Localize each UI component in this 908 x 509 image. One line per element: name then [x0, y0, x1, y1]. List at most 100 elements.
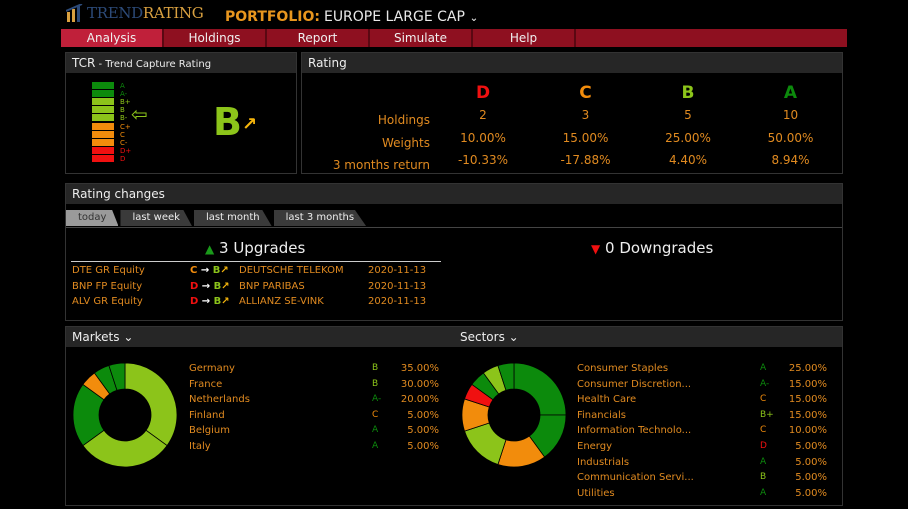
right-arrow-icon: →: [198, 296, 214, 307]
legend-name: Communication Servi...: [577, 472, 694, 484]
tab-last-week[interactable]: last week: [120, 210, 192, 226]
trend-up-icon: ↗: [220, 265, 229, 276]
legend-percent: 25.00%: [788, 363, 827, 374]
donut-slice-italy[interactable]: [108, 362, 126, 391]
from-rating: D: [190, 280, 199, 292]
weights-label: Weights: [381, 135, 430, 150]
downgrades-count: 0 Downgrades: [605, 239, 714, 257]
scale-label: D+: [120, 146, 132, 155]
legend-rating: A: [372, 441, 379, 451]
scale-label: C-: [120, 138, 128, 147]
tcr-header: TCR - Trend Capture Rating: [66, 53, 296, 73]
legend-name: Information Technolo...: [577, 425, 692, 437]
legend-name: Consumer Discretion...: [577, 378, 692, 390]
tab-today[interactable]: today: [66, 210, 119, 226]
scale-bar-C+: [92, 122, 114, 130]
legend-rating: A: [760, 456, 767, 467]
donut-slice-utilities[interactable]: [497, 362, 515, 391]
tcr-title: TCR: [72, 56, 96, 70]
scale-bar-B+: [92, 98, 114, 106]
legend-percent: 15.00%: [788, 394, 827, 406]
legend-name: Utilities: [577, 487, 615, 499]
rating-holdings: 5: [684, 108, 692, 122]
scale-label: C: [120, 130, 125, 139]
current-rating: B: [213, 100, 242, 144]
scale-label: C+: [120, 122, 131, 131]
rating-holdings: 2: [479, 108, 487, 122]
tab-last-3-months[interactable]: last 3 months: [273, 210, 367, 226]
trend-up-icon: ↗: [221, 280, 230, 292]
legend-rating: B+: [760, 409, 774, 420]
logo-text: RATING: [142, 4, 204, 22]
scale-bar-D+: [92, 146, 114, 154]
logo-icon: [66, 4, 83, 22]
change-ticker[interactable]: BNP FP Equity: [72, 280, 143, 292]
grade-header: B: [681, 83, 695, 103]
tcr-subtitle: - Trend Capture Rating: [95, 59, 212, 70]
up-triangle-icon: ▲: [205, 242, 215, 256]
change-ticker[interactable]: DTE GR Equity: [72, 265, 145, 276]
change-name: ALLIANZ SE-VINK: [239, 296, 324, 307]
tab-last-month[interactable]: last month: [193, 210, 272, 226]
scale-bar-A-: [92, 90, 114, 98]
nav-holdings[interactable]: Holdings: [164, 29, 267, 47]
legend-rating: D: [760, 441, 767, 451]
sectors-dropdown[interactable]: Sectors ⌄: [460, 330, 519, 344]
legend-percent: 5.00%: [407, 441, 439, 452]
legend-rating: A: [372, 425, 379, 436]
nav-help[interactable]: Help: [473, 29, 576, 47]
markets-dropdown[interactable]: Markets ⌄: [72, 330, 134, 344]
rating-column-D: D 2 10.00% -10.33%: [443, 82, 523, 172]
legend-rating: A-: [760, 378, 770, 389]
current-rating-arrow: ⇦: [131, 102, 148, 126]
trend-up-icon: ↗: [221, 296, 230, 307]
change-ticker[interactable]: ALV GR Equity: [72, 296, 143, 307]
right-arrow-icon: →: [198, 280, 214, 292]
legend-percent: 5.00%: [795, 472, 827, 484]
chevron-down-icon: ⌄: [469, 13, 479, 24]
rating-changes-panel: Rating changes: [65, 183, 843, 321]
legend-rating: C: [760, 394, 767, 405]
scale-label: A-: [120, 90, 128, 99]
portfolio-selector[interactable]: PORTFOLIO: EUROPE LARGE CAP ⌄: [225, 9, 478, 25]
to-rating: B: [212, 265, 221, 276]
change-date: 2020-11-13: [368, 265, 427, 276]
logo-text: TREND: [87, 4, 143, 22]
rating-weight: 10.00%: [460, 130, 506, 145]
legend-name: Energy: [577, 441, 613, 452]
legend-percent: 5.00%: [407, 409, 439, 421]
nav-report[interactable]: Report: [267, 29, 370, 47]
legend-percent: 5.00%: [795, 456, 827, 468]
to-rating: B: [213, 280, 222, 292]
from-rating: C: [190, 265, 198, 276]
donut-slice-germany[interactable]: [124, 362, 178, 447]
legend-rating: C: [372, 409, 379, 420]
grade-header: C: [579, 83, 592, 103]
legend-name: Netherlands: [189, 394, 250, 406]
scale-bar-B-: [92, 114, 114, 122]
downgrades-heading: ▼ 0 Downgrades: [591, 239, 713, 257]
rating-holdings: 10: [782, 108, 799, 122]
legend-percent: 5.00%: [795, 487, 827, 499]
scale-label: B: [120, 106, 125, 115]
donut-slice-consumer-staples[interactable]: [513, 362, 567, 416]
donut-slice-france[interactable]: [82, 429, 168, 468]
nav-simulate[interactable]: Simulate: [370, 29, 473, 47]
legend-rating: B: [372, 363, 379, 373]
scale-bar-C-: [92, 138, 114, 146]
period-tabs: today last week last month last 3 months: [66, 210, 367, 226]
rating-column-B: B 5 25.00% 4.40%: [648, 82, 728, 172]
legend-percent: 15.00%: [788, 409, 827, 421]
rating-ret: -17.88%: [560, 153, 611, 167]
legend-percent: 5.00%: [407, 425, 439, 437]
nav-analysis[interactable]: Analysis: [61, 29, 164, 47]
rating-column-C: C 3 15.00% -17.88%: [546, 82, 626, 172]
rating-panel: Rating: [301, 52, 843, 174]
change-name: DEUTSCHE TELEKOM: [239, 265, 344, 276]
rating-row-labels: Holdings Weights 3 months return: [333, 109, 430, 177]
legend-percent: 35.00%: [400, 363, 439, 374]
rating-weight: 15.00%: [562, 130, 609, 145]
scale-bar-C: [92, 130, 114, 138]
rating-transition: C → B↗: [190, 265, 229, 276]
legend-percent: 30.00%: [400, 378, 439, 390]
